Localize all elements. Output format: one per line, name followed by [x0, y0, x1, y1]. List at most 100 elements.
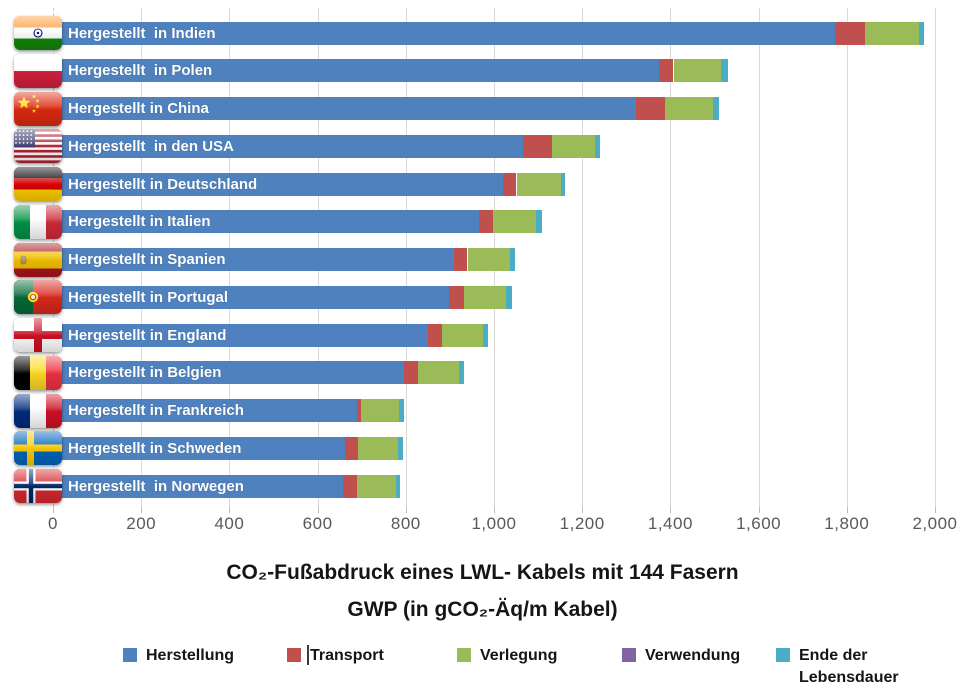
bar-segment-verlegung: [442, 323, 483, 347]
axis-tick-400: [229, 507, 231, 513]
bar-segment-verlegung: [357, 474, 396, 498]
bar-segment-ende-der-lebensdauer: [595, 134, 601, 158]
axis-tick-600: [317, 507, 319, 513]
axis-tick-1600: [758, 507, 760, 513]
legend-label: Ende der Lebensdauer: [799, 647, 899, 686]
england-flag-icon: [14, 318, 62, 352]
axis-tick-2000: [935, 507, 936, 513]
bar-segment-transport: [403, 361, 419, 385]
sweden-flag-icon: [14, 431, 62, 466]
portugal-flag-icon: [14, 280, 62, 315]
bar-segment-herstellung: [53, 134, 524, 158]
bar-label: Hergestellt in Belgien: [68, 364, 222, 382]
bar-segment-verlegung: [492, 210, 536, 234]
bar-segment-herstellung: [53, 59, 659, 83]
bar-label: Hergestellt in Frankreich: [68, 402, 244, 419]
bar-label: Hergestellt in Italien: [68, 213, 211, 231]
poland-flag-icon: [14, 53, 62, 88]
axis-tick-800: [405, 507, 407, 513]
legend-label: Verlegung: [480, 647, 558, 664]
x-axis-label: 600: [302, 514, 333, 533]
india-flag-icon: [14, 16, 62, 50]
bar-segment-ende-der-lebensdauer: [505, 285, 513, 309]
chart-title: CO₂-Fußabdruck eines LWL- Kabels mit 144…: [0, 554, 965, 628]
legend-swatch-icon: [622, 648, 636, 662]
belgium-flag-icon: [14, 355, 62, 390]
bar-segment-ende-der-lebensdauer: [395, 474, 401, 498]
bar-segment-herstellung: [53, 248, 455, 271]
gridline-2000: [935, 8, 936, 507]
bar-segment-verlegung: [865, 21, 919, 45]
bar-label: Hergestellt in Schweden: [68, 439, 242, 457]
bar-segment-verlegung: [361, 399, 400, 422]
axis-tick-0: [53, 507, 54, 513]
x-axis-label: 1,000: [471, 514, 517, 533]
bar-segment-verlegung: [463, 285, 506, 309]
bar-segment-transport: [448, 285, 464, 309]
bar-segment-verlegung: [418, 361, 459, 385]
bar-segment-herstellung: [53, 474, 343, 498]
gridline-1400: [670, 8, 672, 507]
axis-tick-1200: [582, 507, 584, 513]
bar-label: Hergestellt in Polen: [68, 62, 213, 80]
bar-segment-ende-der-lebensdauer: [721, 59, 728, 83]
spain-flag-icon: [14, 242, 62, 277]
bar-label: Hergestellt in Norwegen: [68, 477, 244, 495]
text-cursor-artifact: [307, 645, 309, 665]
bar-segment-ende-der-lebensdauer: [458, 361, 464, 385]
bar-label: Hergestellt in Spanien: [68, 251, 226, 268]
bar-segment-verlegung: [673, 59, 722, 83]
bar-segment-transport: [523, 134, 553, 158]
bar-segment-herstellung: [53, 21, 836, 45]
x-axis-label: 800: [390, 514, 421, 533]
bar-segment-transport: [636, 97, 666, 120]
bar-label: Hergestellt in Deutschland: [68, 175, 258, 193]
bar-segment-transport: [502, 172, 517, 196]
bar-label: Hergestellt in England: [68, 326, 227, 344]
bar-segment-ende-der-lebensdauer: [482, 323, 488, 347]
gridline-1800: [846, 8, 848, 507]
axis-tick-1000: [494, 507, 495, 513]
bar-segment-verlegung: [516, 172, 561, 196]
x-axis-label: 1,200: [559, 514, 605, 533]
bar-segment-herstellung: [53, 210, 479, 234]
legend-label: Transport: [310, 647, 384, 664]
legend-label: Verwendung: [645, 647, 741, 664]
bar-segment-ende-der-lebensdauer: [918, 21, 924, 45]
bar-segment-herstellung: [53, 399, 358, 422]
bar-segment-ende-der-lebensdauer: [535, 210, 542, 234]
germany-flag-icon: [14, 167, 62, 201]
bar-segment-transport: [658, 59, 674, 83]
bar-segment-verlegung: [665, 97, 714, 120]
axis-tick-1400: [670, 507, 672, 513]
gridline-1200: [582, 8, 584, 507]
bar-segment-verlegung: [552, 134, 595, 158]
china-flag-icon: [14, 91, 62, 126]
chart-title-line2: GWP (in gCO₂-Äq/m Kabel): [347, 598, 618, 621]
x-axis-label: 0: [48, 514, 58, 533]
france-flag-icon: [14, 393, 62, 428]
bar-label: Hergestellt in China: [68, 100, 209, 117]
bar-segment-ende-der-lebensdauer: [509, 248, 516, 271]
usa-flag-icon: [14, 129, 62, 164]
bar-label: Hergestellt in Portugal: [68, 288, 229, 306]
x-axis-label: 1,600: [736, 514, 782, 533]
bar-label: Hergestellt in den USA: [68, 137, 234, 155]
italy-flag-icon: [14, 204, 62, 239]
axis-tick-1800: [846, 507, 848, 513]
bar-segment-ende-der-lebensdauer: [397, 436, 403, 460]
x-axis-label: 1,800: [824, 514, 870, 533]
bar-segment-herstellung: [53, 361, 404, 385]
bar-segment-transport: [427, 323, 442, 347]
bar-segment-transport: [357, 399, 362, 422]
x-axis-label: 200: [126, 514, 157, 533]
bar-segment-ende-der-lebensdauer: [713, 97, 719, 120]
bar-segment-herstellung: [53, 323, 428, 347]
norway-flag-icon: [14, 469, 62, 503]
chart-title-line1: CO₂-Fußabdruck eines LWL- Kabels mit 144…: [226, 561, 739, 584]
bar-segment-transport: [478, 210, 493, 234]
bar-segment-herstellung: [53, 285, 449, 309]
bar-segment-transport: [454, 248, 468, 271]
bar-segment-herstellung: [53, 436, 346, 460]
axis-tick-200: [141, 507, 143, 513]
